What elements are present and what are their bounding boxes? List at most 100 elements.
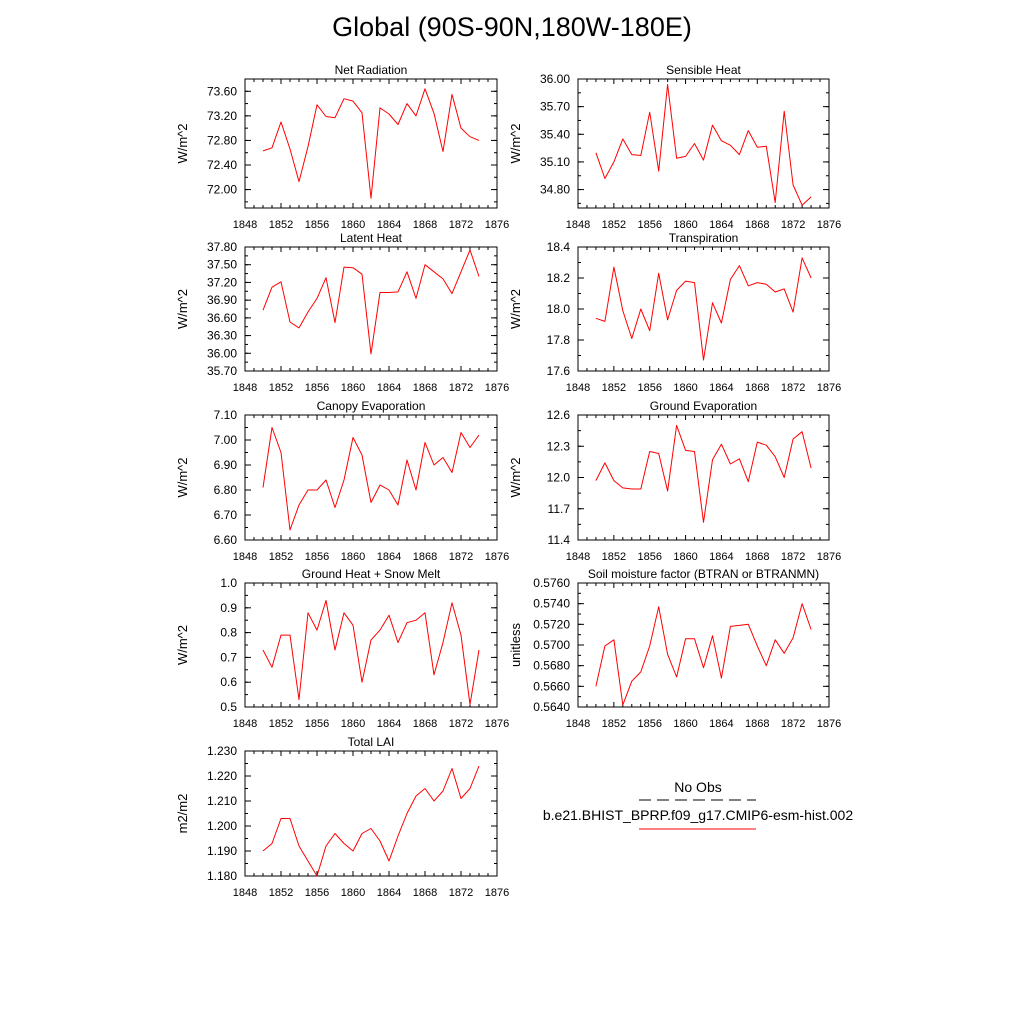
- panel-3-ytick-label: 35.70: [207, 364, 237, 378]
- panel-3-ytick-label: 36.00: [207, 346, 237, 360]
- panel-1-ytick-label: 73.60: [207, 84, 237, 98]
- panel-3-xtick-label: 1876: [485, 382, 509, 394]
- panel-4-xtick-label: 1852: [602, 382, 626, 394]
- panel-7-ytick-label: 0.7: [220, 650, 237, 664]
- panel-2-series-line: [595, 84, 812, 206]
- panel-2-ytick-label: 35.70: [540, 100, 570, 114]
- panel-7-xtick-label: 1856: [305, 718, 329, 730]
- panel-8-ytick-label: 0.5700: [533, 638, 570, 652]
- panel-1-xtick-label: 1852: [269, 219, 293, 231]
- panel-8-ytick-label: 0.5680: [533, 659, 570, 673]
- panel-6-xtick-label: 1860: [673, 551, 697, 563]
- panel-8-xtick-label: 1864: [709, 718, 733, 730]
- panel-6-xtick-label: 1876: [817, 551, 841, 563]
- panel-6-ylabel: W/m^2: [508, 457, 523, 497]
- panel-2-xtick-label: 1876: [817, 219, 841, 231]
- panel-3-ytick-label: 36.90: [207, 293, 237, 307]
- panel-5-title: Canopy Evaporation: [317, 399, 426, 413]
- panel-8-ytick-label: 0.5740: [533, 597, 570, 611]
- panel-4-ytick-label: 18.0: [547, 302, 571, 316]
- panel-6-xtick-label: 1864: [709, 551, 733, 563]
- panel-4-ytick-label: 17.8: [547, 333, 571, 347]
- panel-6-xtick-label: 1856: [637, 551, 661, 563]
- panel-8-xtick-label: 1856: [637, 718, 661, 730]
- panel-8-title: Soil moisture factor (BTRAN or BTRANMN): [588, 567, 819, 581]
- panel-4-xtick-label: 1848: [566, 382, 590, 394]
- panel-2-xtick-label: 1868: [745, 219, 769, 231]
- panel-6-ytick-label: 12.3: [547, 439, 571, 453]
- panel-9-ylabel: m2/m2: [175, 794, 190, 834]
- panel-6-xtick-label: 1852: [602, 551, 626, 563]
- panel-7-ytick-label: 0.5: [220, 700, 237, 714]
- panel-7-ytick-label: 0.8: [220, 626, 237, 640]
- panel-9-xtick-label: 1876: [485, 887, 509, 899]
- panel-5-ylabel: W/m^2: [175, 457, 190, 497]
- panel-7-ylabel: W/m^2: [175, 625, 190, 665]
- panel-5-xtick-label: 1860: [341, 551, 365, 563]
- legend-obs-label: No Obs: [674, 779, 722, 795]
- panel-8-ytick-label: 0.5660: [533, 679, 570, 693]
- panel-5-ytick-label: 7.10: [214, 408, 238, 422]
- panel-4-ylabel: W/m^2: [508, 289, 523, 329]
- panel-6-title: Ground Evaporation: [650, 399, 757, 413]
- panel-3-xtick-label: 1864: [377, 382, 401, 394]
- panel-1-xtick-label: 1848: [233, 219, 257, 231]
- panel-9-xtick-label: 1860: [341, 887, 365, 899]
- panel-9-ytick-label: 1.180: [207, 869, 237, 883]
- panel-2-ytick-label: 36.00: [540, 72, 570, 86]
- panel-3-xtick-label: 1848: [233, 382, 257, 394]
- panel-2-ytick-label: 34.80: [540, 183, 570, 197]
- panel-5-ytick-label: 6.60: [214, 533, 238, 547]
- panel-1-xtick-label: 1864: [377, 219, 401, 231]
- panel-3-series-line: [262, 249, 480, 355]
- panel-5-ytick-label: 6.80: [214, 483, 238, 497]
- panel-4-xtick-label: 1868: [745, 382, 769, 394]
- panel-1-ytick-label: 73.20: [207, 109, 237, 123]
- panel-1-series-line: [262, 88, 480, 199]
- panel-7-xtick-label: 1864: [377, 718, 401, 730]
- panel-5-ytick-label: 6.90: [214, 458, 238, 472]
- panel-2-xtick-label: 1860: [673, 219, 697, 231]
- panel-3-xtick-label: 1868: [413, 382, 437, 394]
- panel-6-ytick-label: 11.4: [548, 533, 571, 547]
- panel-8-series-line: [595, 603, 812, 706]
- panel-9-ytick-label: 1.230: [207, 744, 237, 758]
- panel-2-ylabel: W/m^2: [508, 123, 523, 163]
- panel-1-ytick-label: 72.40: [207, 158, 237, 172]
- panel-9-ytick-label: 1.210: [207, 794, 237, 808]
- panel-1-title: Net Radiation: [335, 63, 408, 77]
- panel-7-xtick-label: 1848: [233, 718, 257, 730]
- panel-8-xtick-label: 1872: [781, 718, 805, 730]
- panel-5-ytick-label: 7.00: [214, 433, 238, 447]
- panel-8-xtick-label: 1860: [673, 718, 697, 730]
- panel-1-ytick-label: 72.00: [207, 183, 237, 197]
- panel-5-xtick-label: 1856: [305, 551, 329, 563]
- panel-5-xtick-label: 1852: [269, 551, 293, 563]
- panel-3-ytick-label: 37.50: [207, 258, 237, 272]
- panel-8-xtick-label: 1848: [566, 718, 590, 730]
- panel-6-ytick-label: 12.0: [547, 471, 571, 485]
- panel-5-xtick-label: 1872: [449, 551, 473, 563]
- panel-9-xtick-label: 1852: [269, 887, 293, 899]
- panel-1-xtick-label: 1876: [485, 219, 509, 231]
- panel-1-ytick-label: 72.80: [207, 133, 237, 147]
- panel-2-xtick-label: 1856: [637, 219, 661, 231]
- panel-4-ytick-label: 18.4: [547, 240, 571, 254]
- panel-2-ytick-label: 35.10: [540, 155, 570, 169]
- panel-4-title: Transpiration: [669, 231, 739, 245]
- panel-9-xtick-label: 1868: [413, 887, 437, 899]
- panel-8-ytick-label: 0.5640: [533, 700, 570, 714]
- panel-9-xtick-label: 1864: [377, 887, 401, 899]
- panel-1-xtick-label: 1868: [413, 219, 437, 231]
- panel-3-xtick-label: 1856: [305, 382, 329, 394]
- panel-7-series-line: [262, 599, 480, 705]
- panel-4-ytick-label: 18.2: [547, 271, 571, 285]
- legend-model-label: b.e21.BHIST_BPRP.f09_g17.CMIP6-esm-hist.…: [542, 807, 854, 823]
- panel-3-xtick-label: 1860: [341, 382, 365, 394]
- panel-8-xtick-label: 1852: [602, 718, 626, 730]
- panel-1-xtick-label: 1860: [341, 219, 365, 231]
- panel-6-xtick-label: 1872: [781, 551, 805, 563]
- panel-3-ytick-label: 37.20: [207, 275, 237, 289]
- panel-4-xtick-label: 1864: [709, 382, 733, 394]
- panel-4-xtick-label: 1860: [673, 382, 697, 394]
